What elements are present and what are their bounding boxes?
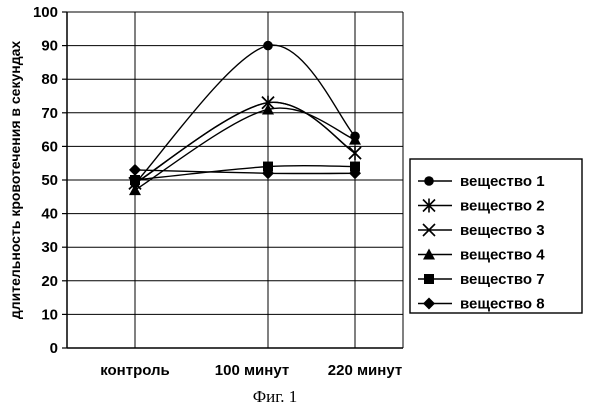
legend-entry: вещество 4 [418, 247, 545, 264]
y-tick-label: 100 [33, 4, 58, 21]
y-tick-label: 10 [41, 306, 58, 323]
series-line [134, 169, 356, 175]
legend-label: вещество 2 [460, 198, 545, 215]
figure-caption: Фиг. 1 [253, 387, 298, 406]
legend-label: вещество 4 [460, 247, 545, 264]
marker-square [350, 161, 360, 172]
y-tick-label: 30 [41, 239, 58, 256]
series [128, 40, 362, 196]
series-x [128, 96, 362, 190]
marker-circle [424, 176, 434, 186]
legend-entry: вещество 7 [418, 271, 545, 288]
marker-triangle [262, 103, 274, 115]
x-category-label: 100 минут [215, 362, 289, 379]
legend: вещество 1 вещество 2 вещество 3 вещество 4… [409, 158, 583, 314]
y-tick-label: 0 [50, 340, 58, 357]
marker-triangle [423, 248, 435, 260]
marker-triangle [129, 184, 141, 196]
marker-asterisk [422, 198, 436, 213]
marker-square [130, 175, 140, 185]
marker-x [348, 146, 362, 160]
marker-diamond [349, 167, 361, 180]
series-square [130, 161, 360, 185]
y-tick-label: 50 [41, 172, 58, 189]
axes [62, 11, 404, 349]
x-category-labels: контроль 100 минут 220 минут [100, 362, 402, 379]
y-tick-label: 60 [41, 138, 58, 155]
y-tick-label: 80 [41, 71, 58, 88]
marker-x [422, 223, 436, 237]
y-tick-label: 20 [41, 273, 58, 290]
marker-diamond [129, 163, 141, 176]
legend-box [409, 158, 583, 314]
legend-entry: вещество 1 [418, 173, 545, 190]
legend-label: вещество 8 [460, 296, 545, 313]
y-axis-label: длительность кровотечения в секундах [7, 41, 23, 320]
marker-triangle [349, 133, 361, 145]
grid [67, 11, 403, 348]
marker-diamond [262, 167, 274, 180]
marker-square [424, 274, 434, 284]
series-line [134, 107, 356, 191]
legend-entry: вещество 2 [418, 198, 545, 215]
y-tick-label: 90 [41, 38, 58, 55]
marker-x [261, 96, 275, 110]
marker-diamond [423, 297, 435, 310]
legend-entry: вещество 3 [418, 222, 545, 239]
legend-label: вещество 3 [460, 222, 545, 239]
series-triangle [129, 103, 361, 196]
marker-square [263, 161, 273, 172]
series-line [134, 44, 356, 184]
marker-circle [263, 40, 273, 51]
legend-label: вещество 1 [460, 173, 545, 190]
legend-label: вещество 7 [460, 271, 545, 288]
series-diamond [129, 163, 361, 180]
y-tick-label: 70 [41, 105, 58, 122]
legend-entry: вещество 8 [418, 296, 545, 313]
y-tick-labels: 0 10 20 30 40 50 60 70 80 90 100 [33, 4, 58, 357]
y-tick-label: 40 [41, 206, 58, 223]
x-category-label: 220 минут [328, 362, 402, 379]
x-category-label: контроль [100, 362, 170, 379]
